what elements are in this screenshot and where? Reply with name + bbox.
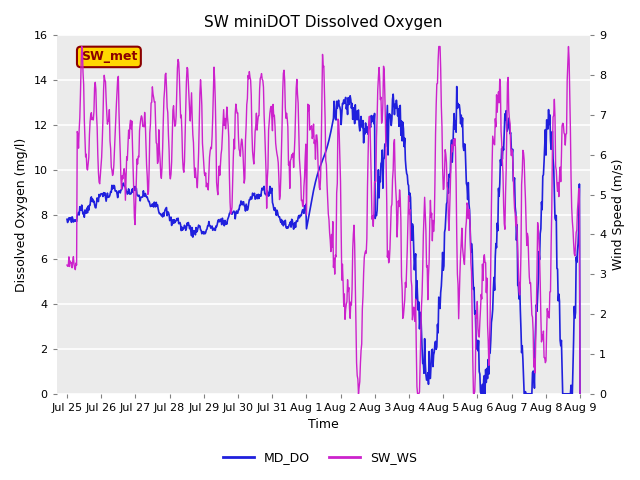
Y-axis label: Wind Speed (m/s): Wind Speed (m/s) bbox=[612, 159, 625, 270]
Y-axis label: Dissolved Oxygen (mg/l): Dissolved Oxygen (mg/l) bbox=[15, 137, 28, 292]
Title: SW miniDOT Dissolved Oxygen: SW miniDOT Dissolved Oxygen bbox=[204, 15, 443, 30]
Legend: MD_DO, SW_WS: MD_DO, SW_WS bbox=[218, 446, 422, 469]
X-axis label: Time: Time bbox=[308, 419, 339, 432]
Text: SW_met: SW_met bbox=[81, 50, 137, 63]
